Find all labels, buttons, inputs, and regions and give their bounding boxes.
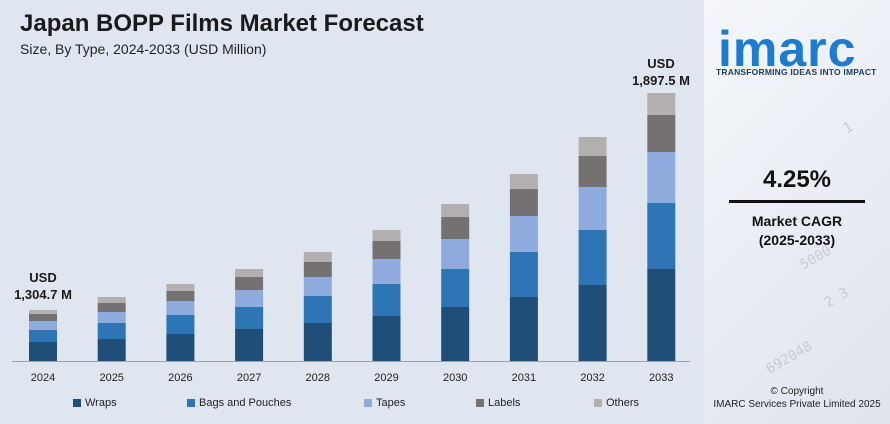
background-decoration: 692048	[763, 338, 816, 378]
bar-segment-tapes-2030	[441, 239, 470, 269]
end-value-amount: 1,897.5 M	[632, 73, 690, 88]
x-tick-label-2028: 2028	[306, 372, 330, 384]
brand-panel: 5000 2 3 692048 1 imarc TRANSFORMING IDE…	[704, 0, 890, 424]
legend-item-others: Others	[594, 397, 639, 409]
bar-segment-tapes-2028	[303, 277, 332, 296]
bar-segment-bags-and-pouches-2024	[29, 330, 57, 342]
background-decoration: 2 3	[821, 284, 852, 312]
bar-segment-bags-and-pouches-2025	[97, 323, 126, 339]
legend-label-labels: Labels	[488, 397, 521, 409]
bar-segment-bags-and-pouches-2032	[578, 230, 607, 285]
bar-segment-tapes-2033	[647, 152, 676, 203]
bar-segment-bags-and-pouches-2030	[441, 269, 470, 307]
start-value-unit: USD	[29, 270, 57, 285]
bar-segment-others-2030	[441, 204, 470, 217]
legend-item-bags-and-pouches: Bags and Pouches	[187, 397, 291, 409]
x-tick-label-2032: 2032	[580, 372, 604, 384]
bar-segment-wraps-2026	[166, 334, 195, 361]
bar-segment-others-2028	[303, 252, 332, 262]
legend-swatch-wraps	[73, 399, 81, 407]
legend-swatch-others	[594, 399, 602, 407]
x-tick-label-2033: 2033	[649, 372, 673, 384]
end-value-unit: USD	[647, 56, 675, 71]
bar-segment-wraps-2031	[509, 297, 538, 361]
legend-item-labels: Labels	[476, 397, 520, 409]
bar-segment-bags-and-pouches-2033	[647, 203, 676, 269]
bar-segment-wraps-2027	[235, 329, 264, 361]
bar-segment-labels-2025	[97, 303, 126, 312]
cagr-label-line2: (2025-2033)	[758, 232, 836, 248]
legend-swatch-tapes	[364, 399, 372, 407]
start-value-amount: 1,304.7 M	[14, 287, 72, 302]
bar-segment-others-2026	[166, 284, 195, 291]
start-value-annotation: USD 1,304.7 M	[8, 269, 78, 303]
bar-segment-bags-and-pouches-2027	[235, 307, 264, 329]
bar-segment-labels-2028	[303, 262, 332, 277]
legend-label-tapes: Tapes	[376, 397, 406, 409]
end-value-annotation: USD 1,897.5 M	[625, 55, 697, 89]
cagr-divider	[729, 200, 865, 203]
bar-segment-others-2033	[647, 93, 676, 115]
chart-title: Japan BOPP Films Market Forecast	[20, 10, 424, 37]
x-tick-label-2029: 2029	[374, 372, 398, 384]
bar-segment-bags-and-pouches-2031	[509, 252, 538, 297]
brand-tagline: TRANSFORMING IDEAS INTO IMPACT	[716, 67, 877, 77]
bar-segment-labels-2032	[578, 156, 607, 187]
bar-segment-wraps-2029	[372, 316, 401, 361]
bar-segment-tapes-2025	[97, 312, 126, 323]
bar-segment-wraps-2025	[97, 339, 126, 361]
bar-segment-tapes-2029	[372, 259, 401, 284]
bar-segment-wraps-2028	[303, 323, 332, 361]
bar-segment-tapes-2027	[235, 290, 264, 307]
bar-segment-others-2032	[578, 137, 607, 156]
legend-label-wraps: Wraps	[85, 397, 117, 409]
bar-segment-bags-and-pouches-2026	[166, 315, 195, 334]
copyright-line1: © Copyright	[770, 386, 824, 397]
bar-segment-tapes-2032	[578, 187, 607, 230]
bar-segment-others-2029	[372, 230, 401, 241]
cagr-label: Market CAGR (2025-2033)	[704, 212, 890, 250]
legend-swatch-bags-and-pouches	[187, 399, 195, 407]
x-tick-label-2027: 2027	[237, 372, 261, 384]
bar-segment-bags-and-pouches-2029	[372, 284, 401, 316]
x-tick-label-2025: 2025	[99, 372, 123, 384]
bar-segment-others-2024	[29, 310, 57, 314]
bar-segment-others-2031	[509, 174, 538, 189]
x-tick-label-2030: 2030	[443, 372, 467, 384]
legend-label-others: Others	[606, 397, 640, 409]
cagr-value: 4.25%	[762, 166, 832, 193]
x-tick-label-2024: 2024	[31, 372, 55, 384]
bar-segment-labels-2027	[235, 277, 264, 290]
bar-segment-labels-2024	[29, 314, 57, 321]
bar-segment-labels-2029	[372, 241, 401, 259]
bar-segment-wraps-2033	[647, 269, 676, 361]
stacked-bar-chart: 2024 2025 2026 2027 2028 2029 2030 2031 2032 2033	[12, 93, 690, 384]
bar-segment-wraps-2032	[578, 285, 607, 361]
bar-segment-bags-and-pouches-2028	[303, 296, 332, 323]
bar-segment-labels-2030	[441, 217, 470, 239]
bar-segment-labels-2033	[647, 115, 676, 152]
bar-segment-tapes-2026	[166, 301, 195, 315]
bar-segment-wraps-2024	[29, 342, 57, 361]
background-decoration: 1	[840, 118, 856, 138]
bar-segment-labels-2026	[166, 291, 195, 301]
chart-subtitle: Size, By Type, 2024-2033 (USD Million)	[20, 41, 267, 57]
copyright-line2: IMARC Services Private Limited 2025	[713, 399, 881, 410]
bar-segment-tapes-2031	[509, 216, 538, 252]
imarc-logo: imarc	[718, 21, 857, 77]
x-tick-label-2031: 2031	[512, 372, 536, 384]
copyright-notice: © Copyright IMARC Services Private Limit…	[704, 385, 890, 411]
bar-segment-others-2027	[235, 269, 264, 277]
legend-label-bags-and-pouches: Bags and Pouches	[199, 397, 292, 409]
bar-segment-others-2025	[97, 297, 126, 303]
bar-segment-wraps-2030	[441, 307, 470, 361]
cagr-label-line1: Market CAGR	[751, 213, 843, 229]
legend-item-tapes: Tapes	[364, 397, 405, 409]
x-tick-label-2026: 2026	[168, 372, 192, 384]
bar-segment-tapes-2024	[29, 321, 57, 330]
bar-segment-labels-2031	[509, 189, 538, 216]
legend-swatch-labels	[476, 399, 484, 407]
legend-item-wraps: Wraps	[73, 397, 117, 409]
